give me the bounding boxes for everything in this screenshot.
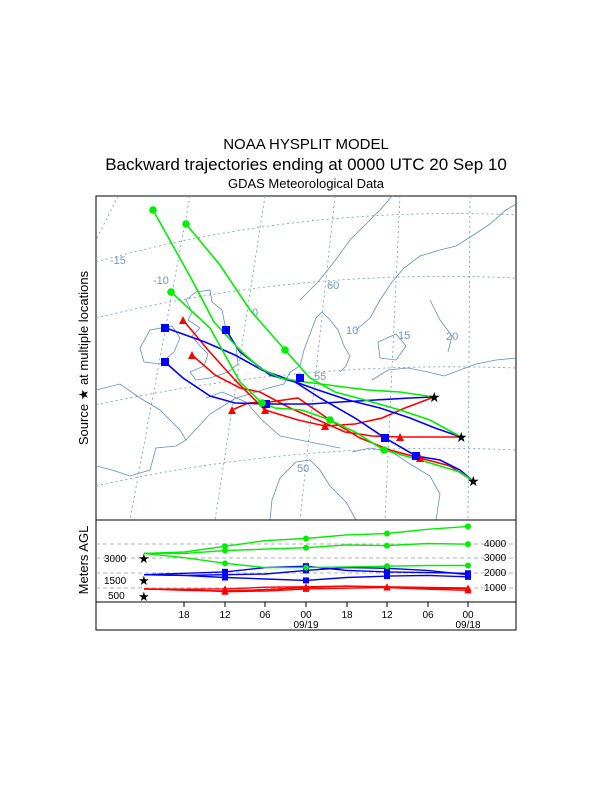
height-point-green: [384, 563, 390, 570]
grid-label: 55: [314, 371, 326, 383]
blue-square-marker: [412, 452, 420, 460]
level-label-1500: 1500: [104, 576, 127, 587]
start-star-icon: ★: [138, 590, 150, 605]
height-point-green: [303, 535, 309, 542]
time-tick-label: 00: [300, 610, 312, 621]
blue-square-marker: [381, 434, 389, 442]
blue-square-marker: [222, 326, 230, 334]
trajectory-markers: [149, 206, 424, 462]
source-star-icon: ★: [467, 474, 480, 490]
grid-label: -10: [153, 275, 169, 287]
grid-label: -15: [110, 255, 126, 267]
green-circle-marker: [167, 288, 175, 296]
red-triangle-marker: [396, 433, 404, 441]
time-tick-label: 00: [462, 610, 474, 621]
blue-square-marker: [161, 358, 169, 366]
grid-label: 0: [252, 307, 258, 319]
time-tick-label: 06: [259, 610, 271, 621]
red-triangle-marker: [228, 406, 236, 414]
start-star-icon: ★: [138, 552, 150, 567]
green-circle-marker: [326, 416, 334, 424]
blue-square-marker: [296, 374, 304, 382]
trajectory-subtitle: Backward trajectories ending at 0000 UTC…: [105, 155, 507, 174]
height-point-green: [384, 530, 390, 537]
grid-label: 20: [446, 331, 458, 343]
height-point-blue: [222, 571, 228, 578]
grid-label: 15: [398, 330, 410, 342]
right-level-2000: 2000: [484, 568, 507, 579]
height-point-blue: [384, 568, 390, 575]
green-circle-marker: [281, 346, 289, 354]
height-panel: ★ ★ ★ Meters AGL 3000 1500 500 4000 3000…: [76, 519, 517, 605]
height-point-green: [303, 544, 309, 551]
map-side-label: Source ★ at multiple locations: [76, 270, 91, 445]
red-triangle-marker: [261, 406, 269, 414]
coastlines: [96, 196, 516, 520]
right-level-4000: 4000: [484, 539, 507, 550]
blue-square-marker: [161, 324, 169, 332]
model-title: NOAA HYSPLIT MODEL: [223, 136, 389, 153]
height-point-red: [383, 583, 391, 591]
time-axis: 18 12 06 00 18 12 06 00 09/19 09/18: [95, 601, 517, 631]
right-level-1000: 1000: [484, 583, 507, 594]
time-tick-label: 18: [178, 610, 190, 621]
grid-label: 50: [297, 463, 309, 475]
grid-label: 10: [346, 325, 358, 337]
time-tick-label: 12: [219, 610, 231, 621]
level-label-3000: 3000: [104, 554, 127, 565]
time-tick-label: 18: [341, 610, 353, 621]
source-star-icon: ★: [428, 390, 441, 406]
height-point-green: [465, 562, 471, 569]
time-tick-marks: [183, 602, 469, 607]
date-label: 09/18: [455, 620, 480, 631]
height-axis-label: Meters AGL: [76, 526, 91, 595]
map-graticule: [96, 196, 516, 520]
height-point-green: [222, 543, 228, 550]
height-point-blue: [384, 573, 390, 580]
height-point-green: [465, 541, 471, 548]
green-circle-marker: [149, 206, 157, 214]
source-star-icon: ★: [455, 430, 468, 446]
green-circle-marker: [182, 220, 190, 228]
height-point-red: [302, 583, 310, 590]
graticule-labels: -15 -10 0 60 10 15 20 55 50: [110, 255, 458, 475]
height-series: [143, 523, 472, 595]
red-triangle-marker: [188, 351, 196, 359]
start-star-icon: ★: [138, 574, 150, 589]
data-source-label: GDAS Meteorological Data: [227, 176, 385, 191]
time-tick-label: 06: [422, 610, 434, 621]
grid-label: 60: [327, 280, 339, 292]
blue-square-marker: [262, 400, 270, 408]
height-start-stars: ★ ★ ★: [138, 552, 150, 605]
height-point-green: [384, 542, 390, 549]
height-point-green: [222, 547, 228, 554]
trajectory-map: -15 -10 0 60 10 15 20 55 50: [95, 195, 517, 521]
green-circle-marker: [380, 446, 388, 454]
height-point-red: [464, 586, 472, 594]
height-point-blue: [303, 577, 309, 584]
source-stars: ★ ★ ★: [428, 390, 480, 490]
red-triangle-marker: [321, 422, 329, 430]
right-level-3000: 3000: [484, 553, 507, 564]
trajectories-3000m: [152, 209, 474, 482]
time-tick-label: 12: [381, 610, 393, 621]
level-label-500: 500: [108, 591, 125, 602]
red-triangle-marker: [179, 316, 187, 324]
height-point-green: [222, 560, 228, 567]
height-point-green: [465, 523, 471, 530]
date-label: 09/19: [293, 620, 318, 631]
height-point-red: [221, 585, 229, 592]
height-point-green: [303, 564, 309, 571]
height-point-blue: [465, 571, 471, 578]
green-circle-marker: [258, 399, 266, 407]
